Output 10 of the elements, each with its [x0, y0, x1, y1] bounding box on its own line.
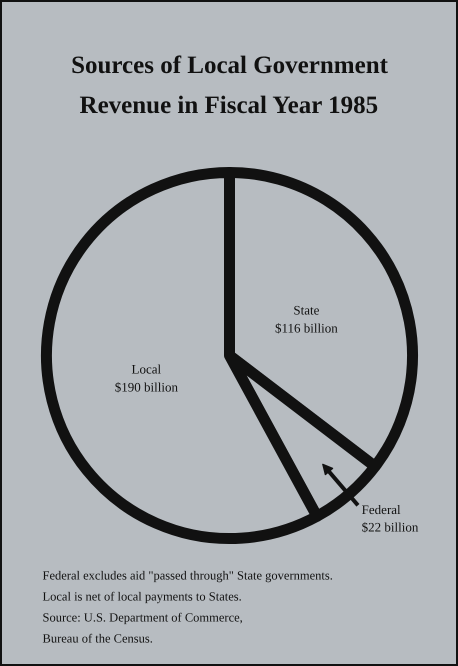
- chart-title: Sources of Local Government Revenue in Fiscal Year 1985: [71, 52, 389, 119]
- data-label: $116 billion: [275, 320, 338, 336]
- slice-label: State: [293, 302, 320, 318]
- text: Local is net of local payments to States.: [42, 590, 242, 604]
- data-label: $190 billion: [114, 380, 178, 395]
- slice-label: Federal: [362, 502, 402, 517]
- text: Federal excludes aid "passed through" State governments.: [42, 568, 333, 582]
- source-note: Source: U.S. Department of Commerce, Bureau of the Census.: [42, 610, 243, 646]
- data-label: $22 billion: [362, 520, 419, 535]
- slice-label: Local: [132, 362, 162, 377]
